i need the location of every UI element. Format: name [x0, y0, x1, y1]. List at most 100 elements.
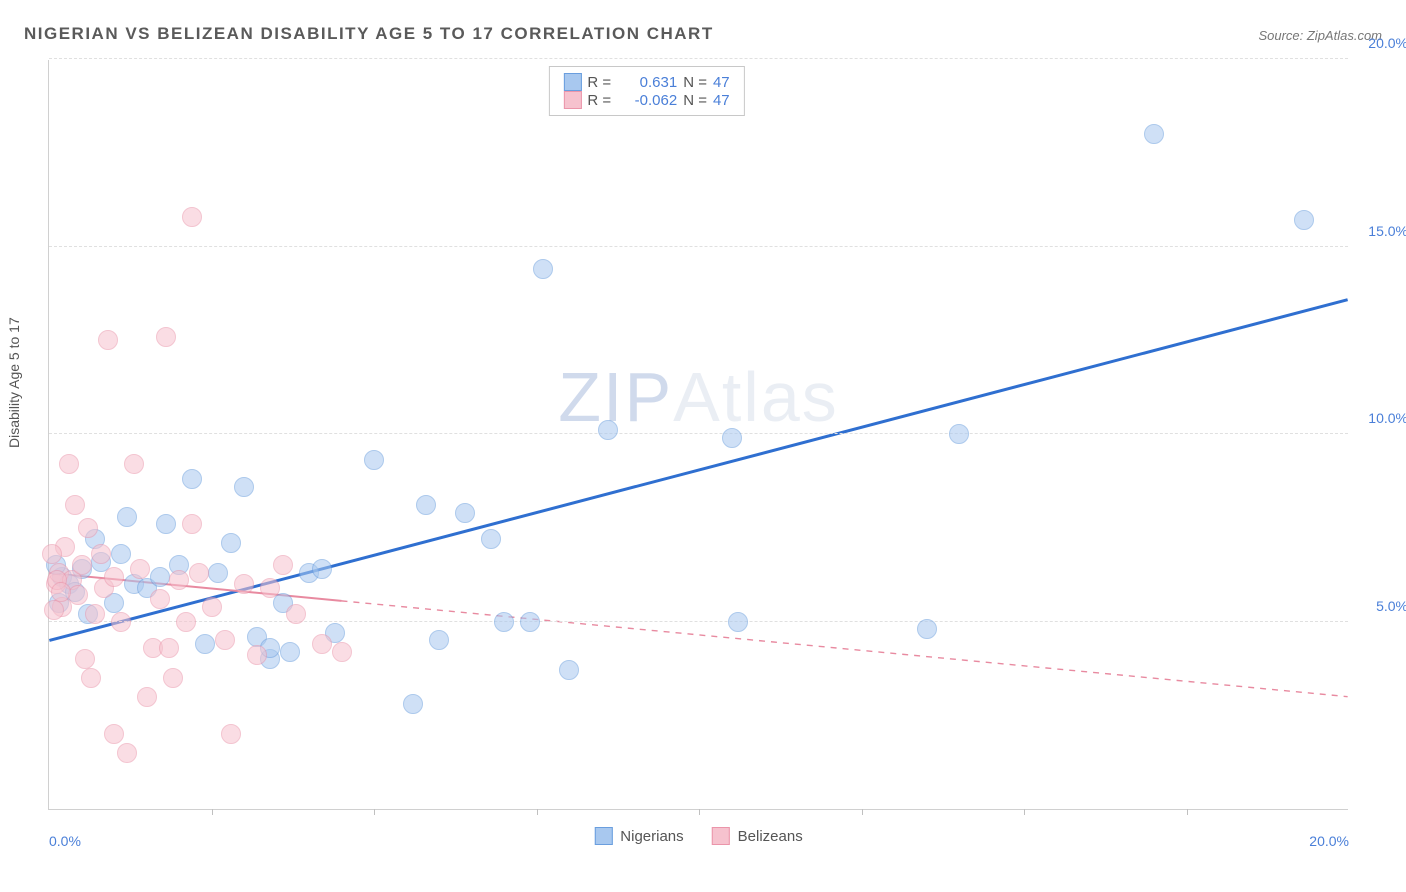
scatter-point [1144, 124, 1164, 144]
scatter-point [111, 612, 131, 632]
scatter-point [1294, 210, 1314, 230]
scatter-point [65, 495, 85, 515]
n-label: N = [683, 92, 707, 109]
r-value: -0.062 [617, 92, 677, 109]
chart-container: NIGERIAN VS BELIZEAN DISABILITY AGE 5 TO… [0, 0, 1406, 892]
n-label: N = [683, 74, 707, 91]
scatter-point [44, 600, 64, 620]
r-value: 0.631 [617, 74, 677, 91]
scatter-point [221, 724, 241, 744]
plot-area: ZIPAtlas R = 0.631 N = 47R = -0.062 N = … [48, 60, 1348, 810]
n-value: 47 [713, 74, 730, 91]
scatter-point [150, 589, 170, 609]
scatter-point [728, 612, 748, 632]
gridline [49, 433, 1348, 434]
scatter-point [520, 612, 540, 632]
scatter-point [722, 428, 742, 448]
gridline [49, 621, 1348, 622]
scatter-point [81, 668, 101, 688]
scatter-point [124, 454, 144, 474]
y-axis-label: Disability Age 5 to 17 [6, 317, 22, 448]
scatter-point [533, 259, 553, 279]
scatter-point [221, 533, 241, 553]
scatter-point [312, 634, 332, 654]
scatter-point [159, 638, 179, 658]
scatter-point [403, 694, 423, 714]
scatter-point [481, 529, 501, 549]
legend-swatch [712, 827, 730, 845]
scatter-point [273, 555, 293, 575]
scatter-point [202, 597, 222, 617]
scatter-point [104, 724, 124, 744]
legend-item: Nigerians [594, 827, 683, 845]
scatter-point [85, 604, 105, 624]
scatter-point [208, 563, 228, 583]
scatter-point [559, 660, 579, 680]
r-label: R = [587, 92, 611, 109]
legend-swatch [563, 73, 581, 91]
scatter-point [163, 668, 183, 688]
scatter-point [104, 567, 124, 587]
scatter-point [917, 619, 937, 639]
stats-legend: R = 0.631 N = 47R = -0.062 N = 47 [548, 66, 744, 116]
legend-label: Belizeans [738, 828, 803, 845]
scatter-point [286, 604, 306, 624]
scatter-point [949, 424, 969, 444]
scatter-point [75, 649, 95, 669]
legend-swatch [563, 91, 581, 109]
series-legend: Nigerians Belizeans [594, 827, 802, 845]
scatter-point [169, 570, 189, 590]
scatter-point [182, 469, 202, 489]
scatter-point [364, 450, 384, 470]
regression-lines-layer [49, 60, 1348, 809]
x-tick [862, 809, 863, 815]
legend-stat-row: R = -0.062 N = 47 [563, 91, 729, 109]
scatter-point [130, 559, 150, 579]
scatter-point [156, 327, 176, 347]
x-tick [699, 809, 700, 815]
x-tick [1187, 809, 1188, 815]
scatter-point [68, 585, 88, 605]
scatter-point [51, 582, 71, 602]
gridline [49, 58, 1348, 59]
y-tick-label: 5.0% [1376, 598, 1406, 614]
chart-title: NIGERIAN VS BELIZEAN DISABILITY AGE 5 TO… [24, 24, 714, 44]
legend-label: Nigerians [620, 828, 683, 845]
n-value: 47 [713, 92, 730, 109]
scatter-point [260, 578, 280, 598]
scatter-point [234, 574, 254, 594]
scatter-point [111, 544, 131, 564]
scatter-point [416, 495, 436, 515]
scatter-point [72, 555, 92, 575]
y-tick-label: 10.0% [1368, 410, 1406, 426]
scatter-point [234, 477, 254, 497]
scatter-point [247, 645, 267, 665]
scatter-point [429, 630, 449, 650]
r-label: R = [587, 74, 611, 91]
scatter-point [176, 612, 196, 632]
y-tick-label: 20.0% [1368, 35, 1406, 51]
scatter-point [42, 544, 62, 564]
x-tick-label: 0.0% [49, 833, 81, 849]
legend-item: Belizeans [712, 827, 803, 845]
scatter-point [332, 642, 352, 662]
scatter-point [91, 544, 111, 564]
scatter-point [598, 420, 618, 440]
scatter-point [137, 687, 157, 707]
scatter-point [280, 642, 300, 662]
scatter-point [59, 454, 79, 474]
scatter-point [117, 507, 137, 527]
x-tick-label: 20.0% [1309, 833, 1349, 849]
x-tick [212, 809, 213, 815]
gridline [49, 246, 1348, 247]
scatter-point [150, 567, 170, 587]
source-attribution: Source: ZipAtlas.com [1258, 28, 1382, 43]
scatter-point [215, 630, 235, 650]
scatter-point [312, 559, 332, 579]
scatter-point [182, 514, 202, 534]
y-tick-label: 15.0% [1368, 223, 1406, 239]
scatter-point [117, 743, 137, 763]
x-tick [374, 809, 375, 815]
scatter-point [195, 634, 215, 654]
scatter-point [98, 330, 118, 350]
